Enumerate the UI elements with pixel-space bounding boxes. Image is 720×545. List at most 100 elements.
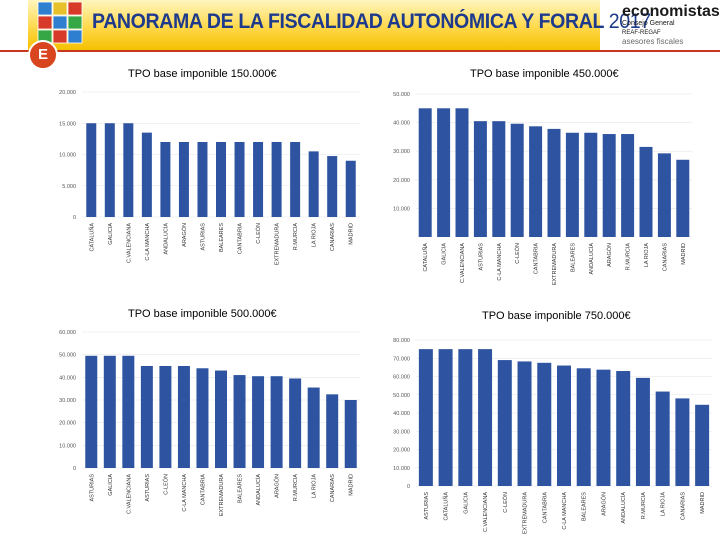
x-tick-label: C-LA MANCHA <box>497 243 503 281</box>
bar <box>308 151 319 217</box>
bar <box>123 123 134 217</box>
y-tick-label: 20.000 <box>59 90 76 96</box>
x-tick-label: GALICIA <box>108 223 114 245</box>
bar <box>584 132 598 237</box>
bar <box>327 156 338 217</box>
x-tick-label: CANARIAS <box>330 223 336 251</box>
brand-subtitle: Consejo General <box>622 20 675 27</box>
y-tick-label: 60.000 <box>59 330 76 336</box>
page-title: PANORAMA DE LA FISCALIDAD AUTONÓMICA Y F… <box>92 10 651 33</box>
bar <box>253 142 264 217</box>
x-tick-label: ANDALUCÍA <box>588 243 595 275</box>
bar <box>621 134 635 237</box>
x-tick-label: EXTREMADURA <box>552 243 558 286</box>
bar <box>576 368 591 486</box>
header-gradient-band <box>28 0 600 50</box>
y-tick-label: 10.000 <box>393 466 410 472</box>
x-tick-label: CANARIAS <box>662 243 668 271</box>
x-tick-label: CATALUÑA <box>88 223 95 252</box>
bar <box>473 121 487 237</box>
bar <box>104 123 115 217</box>
bar <box>497 360 512 486</box>
bar <box>177 366 190 468</box>
y-tick-label: 60.000 <box>393 375 410 381</box>
y-tick-label: 50.000 <box>59 353 76 359</box>
bar <box>458 349 473 486</box>
y-tick-label: 70.000 <box>393 356 410 362</box>
bar <box>178 142 189 217</box>
x-tick-label: ASTURIAS <box>200 223 206 251</box>
x-tick-label: C-LEÓN <box>162 474 169 495</box>
x-tick-label: EXTREMADURA <box>275 223 281 266</box>
x-tick-label: R.MURCIA <box>293 474 299 502</box>
bar-chart-450k: 10.000 20.000 30.000 40.000 50.000 CATALUÑA GA… <box>393 92 692 286</box>
bar <box>657 153 671 237</box>
header-banner: PANORAMA DE LA FISCALIDAD AUTONÓMICA Y F… <box>0 0 720 50</box>
x-tick-label: MADRID <box>349 474 355 496</box>
y-tick-label: 10.000 <box>59 153 76 159</box>
x-tick-label: C-LEÓN <box>502 492 509 513</box>
bar <box>517 361 532 486</box>
y-tick-label: 50.000 <box>393 92 410 98</box>
bar <box>602 134 616 237</box>
x-tick-label: ARAGÓN <box>606 243 613 267</box>
x-tick-label: GALICIA <box>463 492 469 514</box>
bar <box>345 160 356 217</box>
bar <box>675 398 690 486</box>
y-tick-label: 5.000 <box>62 184 76 190</box>
bar <box>437 108 451 237</box>
x-tick-label: R.MURCIA <box>626 243 632 271</box>
bar <box>676 159 690 237</box>
bar <box>140 366 153 468</box>
y-tick-label: 0 <box>73 466 76 472</box>
bar <box>455 108 469 237</box>
y-tick-label: 15.000 <box>59 121 76 127</box>
x-tick-label: ARAGÓN <box>181 223 188 247</box>
x-tick-label: C.VALENCIANA <box>126 474 132 514</box>
chart-title: TPO base imponible 750.000€ <box>482 310 631 322</box>
chart-title: TPO base imponible 150.000€ <box>128 68 277 80</box>
bar <box>271 142 282 217</box>
y-tick-label: 30.000 <box>393 429 410 435</box>
y-tick-label: 30.000 <box>393 149 410 155</box>
y-tick-label: 10.000 <box>393 206 410 212</box>
x-tick-label: ASTURIAS <box>478 243 484 271</box>
y-tick-label: 0 <box>73 215 76 221</box>
x-tick-label: ANDALUCÍA <box>255 474 262 506</box>
bar <box>270 376 283 468</box>
x-tick-label: ARAGÓN <box>274 474 281 498</box>
y-tick-label: 20.000 <box>59 421 76 427</box>
y-tick-label: 50.000 <box>393 393 410 399</box>
x-tick-label: CANTABRIA <box>542 492 548 523</box>
bar <box>85 355 98 468</box>
x-tick-label: CATALUÑA <box>443 492 450 521</box>
x-tick-label: C.VALENCIANA <box>460 243 466 283</box>
page-title-year: 2017 <box>608 10 651 33</box>
y-tick-label: 40.000 <box>393 411 410 417</box>
x-tick-label: BALEARES <box>219 223 225 252</box>
bar-chart-150k: 0 5.000 10.000 15.000 20.000 CATALUÑA GALICIA C… <box>59 90 360 266</box>
bar <box>86 123 97 217</box>
bar <box>252 376 265 468</box>
y-tick-label: 40.000 <box>393 121 410 127</box>
x-tick-label: BALEARES <box>570 243 576 272</box>
x-tick-label: LA RIOJA <box>644 243 650 267</box>
bar <box>529 126 543 237</box>
x-tick-label: ASTURIAS <box>89 474 95 502</box>
bar <box>635 377 650 486</box>
bar <box>216 142 226 217</box>
x-tick-label: ANDALUCÍA <box>620 492 627 524</box>
bar <box>655 391 670 486</box>
bar <box>616 371 631 486</box>
y-tick-label: 30.000 <box>59 398 76 404</box>
y-tick-label: 10.000 <box>59 443 76 449</box>
x-tick-label: ASTURIAS <box>145 474 151 502</box>
x-tick-label: CANTABRIA <box>534 243 540 274</box>
bar <box>307 387 320 468</box>
x-tick-label: C.VALENCIANA <box>126 223 132 263</box>
x-tick-label: GALICIA <box>442 243 448 265</box>
x-tick-label: LA RIOJA <box>661 492 667 516</box>
x-tick-label: CANARIAS <box>680 492 686 520</box>
bar <box>122 355 135 468</box>
chart-title: TPO base imponible 500.000€ <box>128 308 277 320</box>
